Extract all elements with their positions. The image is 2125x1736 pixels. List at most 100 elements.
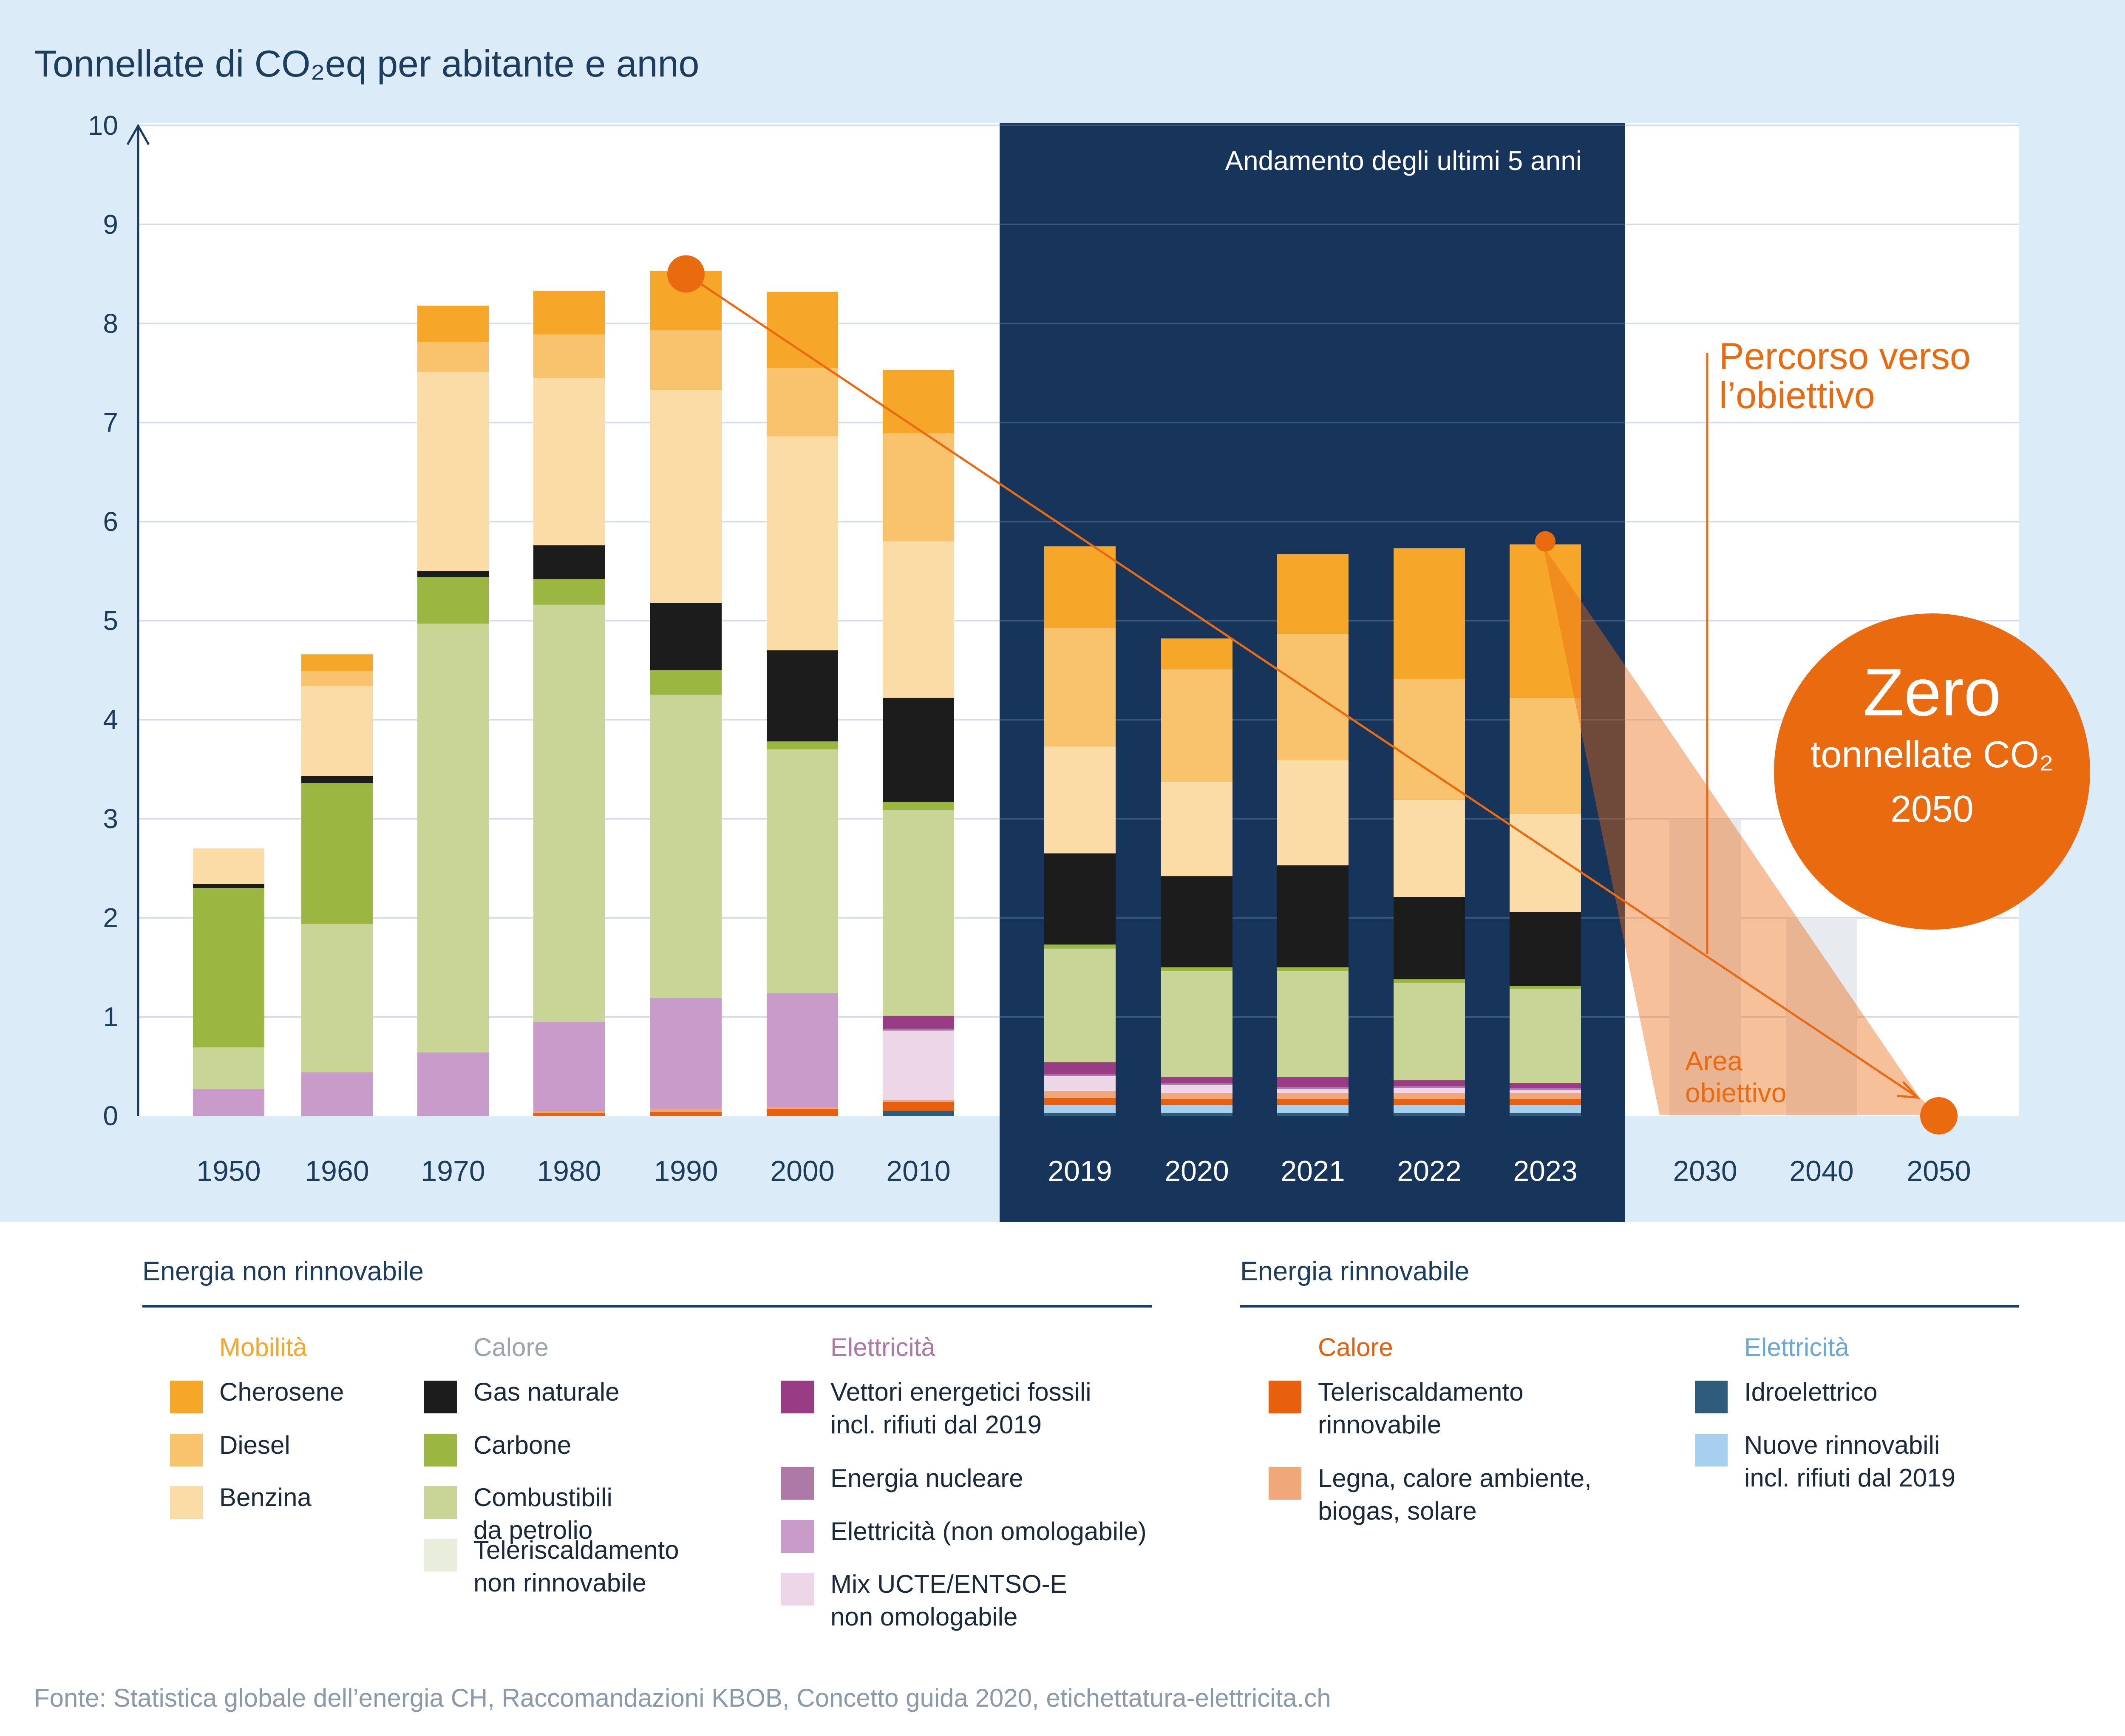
- y-tick-label: 2: [103, 902, 118, 933]
- bar-segment: [417, 623, 489, 1052]
- legend-swatch: [424, 1381, 457, 1413]
- bar-segment: [883, 370, 954, 434]
- bar-segment: [650, 330, 722, 390]
- x-tick-label: 1990: [654, 1155, 718, 1187]
- legend-item-label: Vettori energetici fossili incl. rifiuti…: [830, 1378, 1091, 1439]
- bar-segment: [767, 436, 838, 650]
- bar-segment: [301, 776, 373, 783]
- legend-item-label: Benzina: [219, 1483, 312, 1512]
- target-area-label-line: obiettivo: [1685, 1078, 1786, 1108]
- bar-segment: [1044, 1105, 1116, 1113]
- bar-segment: [193, 1047, 264, 1089]
- bar-segment: [533, 604, 605, 1022]
- bar-segment: [1161, 1077, 1232, 1084]
- bar-segment: [301, 671, 373, 686]
- bar-segment: [1394, 1105, 1465, 1113]
- bar-segment: [883, 433, 954, 542]
- bar-segment: [193, 1089, 264, 1116]
- legend-item-label: Cherosene: [219, 1378, 344, 1406]
- target-level-bar: [1669, 819, 1741, 1116]
- legend-swatch: [1269, 1381, 1301, 1413]
- bar-segment: [1277, 1105, 1349, 1113]
- x-tick-label: 1980: [537, 1155, 601, 1187]
- bar-segment: [533, 1111, 605, 1113]
- legend-swatch: [424, 1434, 457, 1467]
- bar-segment: [533, 1021, 605, 1111]
- bar-segment: [650, 670, 722, 695]
- bar-segment: [1510, 698, 1581, 814]
- path-start-marker: [667, 255, 705, 293]
- bar-segment: [767, 1107, 838, 1109]
- bar-segment: [1044, 627, 1116, 746]
- bar-segment: [1161, 1093, 1232, 1099]
- bar-segment: [1394, 1113, 1465, 1116]
- x-tick-label: 1950: [196, 1155, 261, 1187]
- bar-segment: [533, 545, 605, 579]
- bar-segment: [1394, 1080, 1465, 1086]
- legend-item-label: Teleriscaldamento non rinnovabile: [473, 1536, 679, 1597]
- bar-segment: [767, 993, 838, 1107]
- bar-segment: [767, 650, 838, 742]
- legend-rule-non-renewable: [142, 1305, 1152, 1308]
- bar-segment: [650, 998, 722, 1109]
- bar-segment: [1044, 1113, 1116, 1116]
- bar-segment: [883, 698, 954, 802]
- y-tick-label: 8: [103, 308, 118, 339]
- legend-group-title: Elettricità: [830, 1333, 935, 1362]
- legend-item-label: Idroelettrico: [1744, 1378, 1878, 1406]
- source-note: Fonte: Statistica globale dell’energia C…: [34, 1684, 1331, 1712]
- x-tick-label: 2019: [1048, 1155, 1112, 1187]
- legend-item-label: Combustibili da petrolio: [473, 1483, 612, 1544]
- bar-segment: [883, 1028, 954, 1031]
- bar-segment: [1394, 800, 1465, 897]
- bar-segment: [1277, 1087, 1349, 1089]
- legend-swatch: [781, 1573, 814, 1606]
- bar-segment: [883, 541, 954, 698]
- bar-segment: [1044, 944, 1116, 949]
- bar-segment: [533, 1113, 605, 1116]
- bar-segment: [1510, 989, 1581, 1084]
- bar-segment: [650, 1109, 722, 1112]
- y-tick-label: 1: [103, 1001, 118, 1032]
- legend-item-label: Gas naturale: [473, 1378, 620, 1406]
- bar-segment: [1277, 760, 1349, 865]
- bar-segment: [1277, 633, 1349, 760]
- legend-group-title: Mobilità: [219, 1333, 307, 1362]
- bar-segment: [1161, 1105, 1232, 1113]
- bar-segment: [301, 783, 373, 924]
- bar-segment: [1161, 971, 1232, 1078]
- bar-segment: [1510, 986, 1581, 989]
- bar-segment: [650, 390, 722, 603]
- bar-segment: [650, 1112, 722, 1116]
- bar-segment: [1510, 1088, 1581, 1090]
- target-path-line: [685, 273, 1918, 1098]
- bar-segment: [1161, 1083, 1232, 1085]
- legend-group-title: Calore: [1318, 1333, 1393, 1362]
- bar-segment: [1161, 782, 1232, 877]
- bar-segment: [1044, 546, 1116, 628]
- zero-badge-title: Zero: [1863, 655, 2001, 730]
- bar-segment: [417, 571, 489, 577]
- bar-segment: [1394, 1099, 1465, 1105]
- recent-years-label: Andamento degli ultimi 5 anni: [1225, 145, 1582, 176]
- legend-heading-non-renewable: Energia non rinnovabile: [142, 1257, 424, 1286]
- bar-segment: [417, 577, 489, 624]
- zero-badge-unit: tonnellate CO₂: [1810, 733, 2054, 775]
- zero-badge-year: 2050: [1890, 788, 1974, 830]
- legend-swatch: [781, 1467, 814, 1500]
- path-label-line: l’obiettivo: [1719, 374, 1875, 416]
- bar-segment: [1277, 971, 1349, 1078]
- target-funnel: [1543, 545, 1939, 1115]
- bar-segment: [1510, 1105, 1581, 1113]
- legend-group-title: Elettricità: [1744, 1333, 1849, 1362]
- bar-segment: [1510, 1093, 1581, 1099]
- target-path-arrow: [1897, 1081, 1921, 1099]
- bar-segment: [417, 342, 489, 372]
- x-tick-label: 2023: [1513, 1155, 1577, 1187]
- legend-swatch: [170, 1381, 203, 1413]
- bar-segment: [1277, 554, 1349, 634]
- path-end-marker: [1920, 1097, 1958, 1135]
- y-tick-label: 0: [103, 1101, 118, 1131]
- bar-segment: [1394, 1086, 1465, 1088]
- bar-segment: [1161, 1085, 1232, 1093]
